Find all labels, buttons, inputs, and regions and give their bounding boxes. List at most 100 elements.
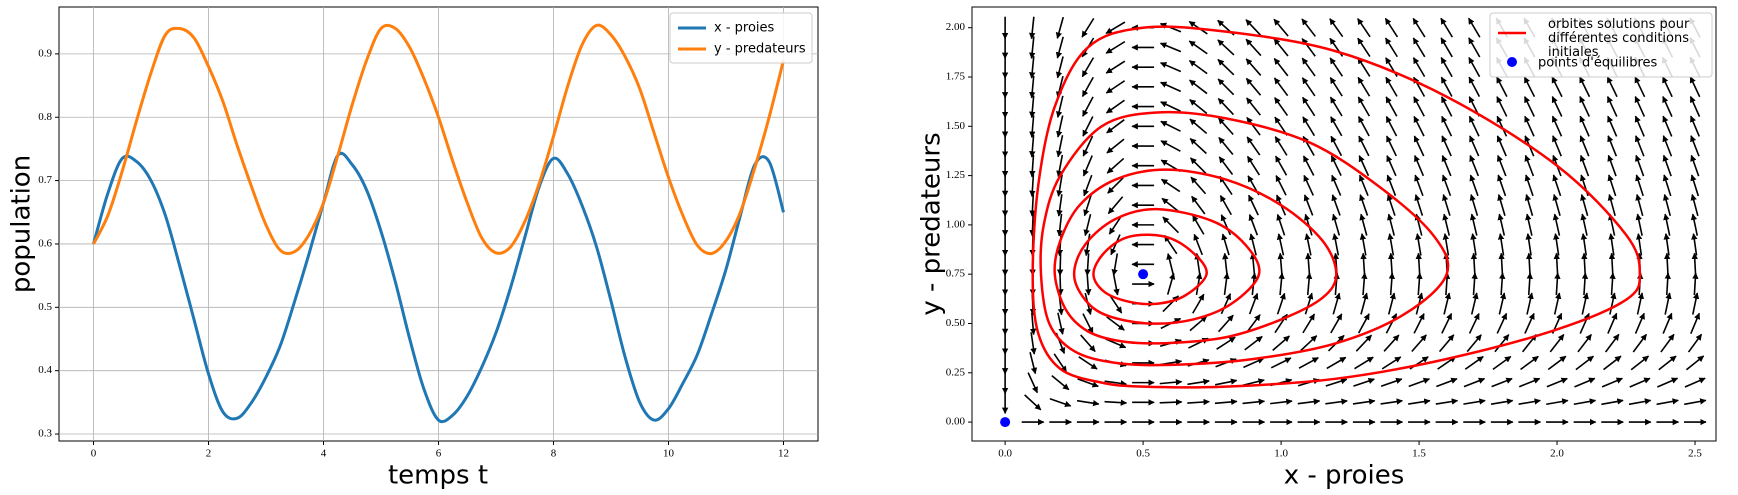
x-tick-label: 8 [551,448,557,460]
field-arrow [1685,355,1705,371]
field-arrow [1105,99,1125,114]
field-arrow [1273,57,1289,77]
field-arrow [1470,233,1477,256]
field-arrow [1692,292,1700,315]
field-arrow [1440,57,1453,78]
field-arrow [1443,272,1451,296]
field-arrow [1357,96,1371,117]
field-arrow [1029,174,1036,198]
field-arrow [1083,174,1093,197]
field-arrow [1412,37,1426,58]
field-arrow [1354,356,1374,370]
field-arrow [1490,398,1514,405]
field-arrow [1496,154,1507,177]
field-arrow [1579,312,1590,334]
field-arrow [1214,378,1238,386]
field-arrow [1554,272,1561,296]
field-arrow [1104,399,1128,406]
field-arrow [1305,272,1313,296]
field-arrow [1634,76,1646,98]
field-arrow [1574,377,1596,388]
field-arrow [1325,398,1348,405]
field-arrow [1441,174,1452,197]
field-arrow [1024,394,1042,411]
field-arrow [1029,115,1036,138]
field-arrow [1635,174,1644,197]
field-arrow [1188,59,1208,75]
field-arrow [1359,233,1367,256]
field-arrow [1441,135,1452,157]
field-arrow [1055,16,1065,39]
field-arrow [1380,398,1403,405]
field-arrow [1662,95,1673,117]
field-arrow [1329,18,1344,38]
field-arrow [1049,397,1072,408]
field-arrow [1189,315,1208,332]
field-arrow [1357,18,1371,38]
y-tick-label: 0.3 [38,428,52,440]
field-arrow [1552,213,1561,236]
x-tick-label: 4 [321,448,327,460]
field-arrow [1301,77,1316,97]
field-arrow [1056,213,1063,237]
field-arrow [1469,135,1480,157]
field-arrow [1383,334,1400,352]
field-arrow [1218,137,1234,156]
field-arrow [1357,313,1370,334]
field-arrow [1553,252,1560,276]
field-arrow [1579,76,1591,98]
y-tick-label: 2.00 [946,21,966,33]
field-arrow [1056,154,1064,178]
field-arrow [1580,233,1588,256]
field-arrow [1216,336,1236,350]
field-arrow [1577,333,1592,353]
field-arrow [1499,272,1506,296]
field-arrow [1082,155,1093,177]
field-arrow [1051,375,1070,391]
field-arrow [1386,155,1397,177]
field-arrow [1525,233,1532,256]
field-arrow [1159,42,1182,53]
field-arrow [1408,398,1431,405]
field-arrow [1607,174,1617,197]
field-arrow [1083,194,1093,217]
field-arrow [1415,233,1422,256]
x-tick-label: 2.0 [1550,448,1564,460]
field-arrow [1441,154,1452,177]
field-arrow [1579,115,1590,137]
field-arrow [1357,37,1371,58]
axes-frame [971,6,1717,442]
field-arrow [1385,96,1398,117]
field-arrow [1443,292,1452,315]
y-tick-label: 1.25 [946,169,966,181]
field-arrow [1386,194,1396,216]
field-arrow [1245,58,1262,76]
field-arrow [1277,252,1284,276]
y-tick-label: 0.00 [946,416,966,428]
field-arrow [1385,76,1398,97]
field-arrow [1160,101,1181,112]
legend-box [1489,12,1713,78]
y-tick-label: 0.8 [38,111,52,123]
field-arrow [1330,135,1343,157]
field-arrow [1467,17,1481,38]
field-arrow [1057,273,1064,296]
field-arrow [1330,155,1342,176]
field-arrow [1491,377,1513,388]
field-arrow [1689,95,1701,117]
field-arrow [1189,79,1208,95]
field-arrow [1463,398,1486,405]
field-arrow [1361,272,1368,296]
field-arrow [1413,313,1425,334]
field-arrow [1274,155,1288,176]
field-arrow [1442,194,1451,216]
field-arrow [1105,80,1126,94]
field-arrow [1217,117,1234,136]
field-arrow [1274,136,1288,156]
field-arrow [1411,334,1427,353]
field-arrow [1357,57,1371,77]
field-arrow [1105,60,1126,74]
field-arrow [1189,137,1207,155]
field-arrow [1329,96,1343,117]
field-arrow [1635,233,1643,256]
